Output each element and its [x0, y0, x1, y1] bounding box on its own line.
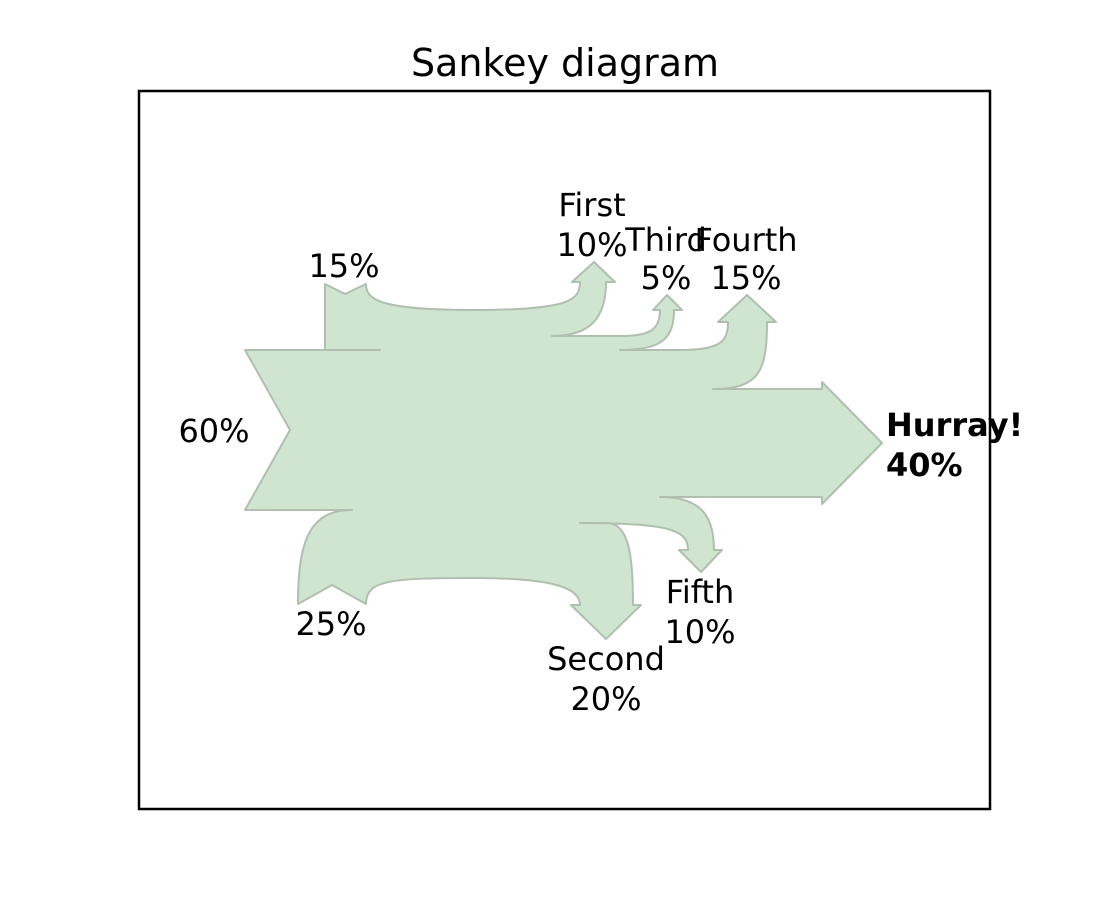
value-label-input-60: 60% [178, 412, 249, 450]
flow-label-third: Third [624, 221, 707, 259]
value-label-second: 20% [570, 680, 641, 718]
plot-frame [137, 89, 992, 811]
flow-label-second: Second [547, 640, 665, 678]
flow-label-fourth: Fourth [694, 221, 797, 259]
value-label-first: 10% [556, 226, 627, 264]
chart-title: Sankey diagram [411, 41, 719, 85]
value-label-fourth: 15% [710, 259, 781, 297]
sankey-flow-shape [244, 261, 883, 640]
flow-label-first: First [558, 186, 625, 224]
flow-label-hurray: Hurray! [886, 406, 1023, 444]
value-label-input-25: 25% [295, 605, 366, 643]
value-label-hurray: 40% [886, 446, 963, 484]
value-label-third: 5% [641, 259, 692, 297]
flow-label-fifth: Fifth [666, 573, 735, 611]
value-label-input-15: 15% [308, 247, 379, 285]
value-label-fifth: 10% [664, 613, 735, 651]
